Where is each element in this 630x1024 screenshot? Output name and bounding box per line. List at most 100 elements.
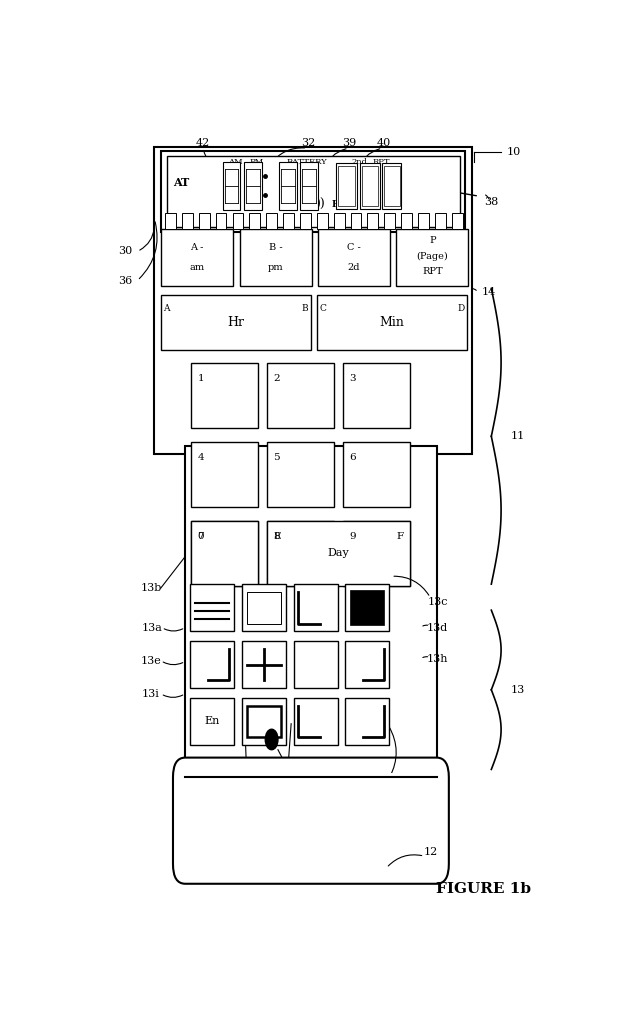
Bar bbox=[384, 213, 395, 228]
Bar bbox=[247, 592, 281, 624]
Bar bbox=[294, 641, 338, 688]
Bar bbox=[266, 442, 334, 507]
Text: 32: 32 bbox=[301, 137, 316, 147]
Bar bbox=[384, 166, 399, 206]
Bar bbox=[182, 213, 193, 228]
Bar bbox=[266, 213, 277, 228]
Bar bbox=[242, 641, 286, 688]
Bar bbox=[190, 697, 234, 745]
Bar bbox=[396, 229, 468, 286]
Text: D: D bbox=[457, 304, 464, 313]
Text: Day: Day bbox=[328, 549, 350, 558]
Bar bbox=[418, 213, 429, 228]
Text: 4: 4 bbox=[197, 454, 204, 462]
Bar bbox=[300, 213, 311, 228]
Bar bbox=[318, 229, 390, 286]
Bar bbox=[294, 697, 338, 745]
Text: BATTERY: BATTERY bbox=[287, 159, 328, 166]
Bar bbox=[190, 521, 258, 586]
Bar bbox=[242, 584, 286, 632]
Text: 1: 1 bbox=[197, 375, 204, 383]
Bar bbox=[249, 213, 260, 228]
Bar bbox=[367, 213, 378, 228]
Bar bbox=[279, 163, 297, 210]
Text: A -: A - bbox=[190, 243, 203, 252]
Text: F: F bbox=[396, 532, 403, 541]
Text: 10: 10 bbox=[506, 147, 520, 157]
Text: C -: C - bbox=[347, 243, 361, 252]
Text: 13g: 13g bbox=[302, 802, 324, 811]
Text: 34: 34 bbox=[440, 165, 454, 175]
Text: B -: B - bbox=[269, 243, 283, 252]
Bar bbox=[154, 146, 472, 454]
Bar bbox=[345, 697, 389, 745]
Bar bbox=[190, 521, 258, 586]
Text: 13a: 13a bbox=[142, 623, 163, 633]
Text: 2d: 2d bbox=[348, 263, 360, 272]
Text: 8: 8 bbox=[273, 532, 280, 541]
Text: En: En bbox=[204, 717, 220, 726]
Text: 14: 14 bbox=[482, 288, 496, 297]
Bar bbox=[266, 521, 334, 586]
Bar bbox=[190, 584, 234, 632]
Bar bbox=[247, 706, 281, 737]
Bar bbox=[199, 213, 210, 228]
Text: A: A bbox=[163, 304, 169, 313]
Text: 38: 38 bbox=[484, 197, 498, 207]
Bar bbox=[350, 591, 384, 625]
Text: 0: 0 bbox=[197, 532, 204, 541]
Text: AT: AT bbox=[173, 176, 190, 187]
Bar bbox=[300, 163, 318, 210]
Text: B: B bbox=[302, 304, 308, 313]
Text: 13b: 13b bbox=[140, 583, 162, 593]
Text: 13h: 13h bbox=[427, 654, 449, 664]
Bar bbox=[161, 152, 466, 231]
Text: Min: Min bbox=[379, 315, 404, 329]
Bar bbox=[266, 521, 410, 586]
Text: 40: 40 bbox=[377, 137, 391, 147]
Bar bbox=[244, 163, 262, 210]
Text: 13f: 13f bbox=[211, 790, 229, 800]
Text: 2nd: 2nd bbox=[352, 159, 367, 166]
Bar bbox=[362, 166, 378, 206]
Text: 13: 13 bbox=[511, 685, 525, 695]
Text: 5: 5 bbox=[273, 454, 280, 462]
Bar bbox=[343, 442, 410, 507]
Text: 11: 11 bbox=[511, 431, 525, 441]
Bar bbox=[215, 213, 227, 228]
Text: 13d: 13d bbox=[427, 623, 448, 633]
Text: 9: 9 bbox=[350, 532, 357, 541]
Bar bbox=[343, 364, 410, 428]
Bar bbox=[345, 641, 389, 688]
Bar bbox=[338, 166, 355, 206]
Bar bbox=[294, 584, 338, 632]
Bar bbox=[232, 213, 243, 228]
Text: 13e: 13e bbox=[140, 655, 161, 666]
Bar bbox=[190, 442, 258, 507]
Bar bbox=[165, 213, 176, 228]
Text: (Page): (Page) bbox=[416, 252, 448, 261]
Text: 7: 7 bbox=[197, 532, 204, 541]
Text: P: P bbox=[429, 236, 435, 245]
Bar bbox=[382, 163, 401, 209]
Bar bbox=[185, 773, 437, 820]
Text: EDIT: EDIT bbox=[332, 201, 358, 209]
Bar bbox=[351, 213, 362, 228]
Bar bbox=[345, 584, 389, 632]
Circle shape bbox=[265, 729, 278, 750]
Text: E: E bbox=[273, 532, 281, 541]
Bar bbox=[334, 213, 345, 228]
Bar bbox=[240, 229, 312, 286]
Bar bbox=[242, 697, 286, 745]
Bar bbox=[185, 446, 437, 864]
Text: 13j: 13j bbox=[238, 790, 256, 800]
Text: Hr: Hr bbox=[227, 315, 244, 329]
Bar bbox=[317, 295, 467, 350]
Bar bbox=[317, 213, 328, 228]
Text: 13l: 13l bbox=[382, 784, 400, 795]
Bar bbox=[360, 163, 380, 209]
Text: )): )) bbox=[315, 199, 325, 211]
Text: C: C bbox=[319, 304, 326, 313]
Bar bbox=[343, 521, 410, 586]
Bar bbox=[336, 163, 357, 209]
